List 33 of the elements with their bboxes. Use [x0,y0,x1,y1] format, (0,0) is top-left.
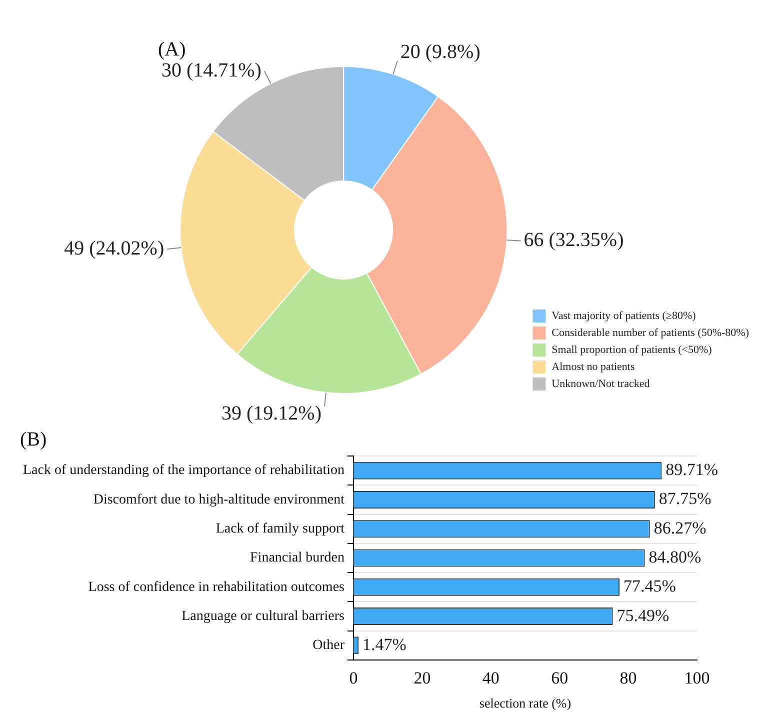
legend-label: Almost no patients [552,360,635,373]
legend-label: Unknown/Not tracked [552,378,650,390]
data-label: 84.80% [648,547,702,566]
data-label: 87.75% [658,489,712,508]
data-label: 39 (19.12%) [222,402,322,425]
x-tick-label: 20 [414,668,431,688]
y-tick-label: Language or cultural barriers [182,608,344,624]
y-tick-label: Discomfort due to high-altitude environment [93,492,345,508]
y-tick-label: Financial burden [250,550,344,566]
x-tick-label: 40 [482,668,500,688]
y-tick-label: Lack of understanding of the importance of rehabilitation [22,463,344,478]
data-label: 1.47% [362,634,406,654]
data-label: 86.27% [654,518,706,538]
x-tick-label: 100 [684,668,710,688]
y-tick-label: Other [312,638,345,654]
data-label: 49 (24.02%) [64,237,164,260]
data-label: 89.71% [666,460,718,480]
legend-label: Small proportion of patients (<50%) [552,344,712,356]
data-label: 75.49% [616,606,670,625]
data-label: 20 (9.8%) [400,41,480,64]
x-tick-label: 80 [620,668,637,688]
legend-label: Considerable number of patients (50%-80%) [552,326,750,339]
y-tick-label: Loss of confidence in rehabilitation outcomes [88,580,344,595]
x-axis-title: selection rate (%) [479,696,572,711]
text: (B) [20,428,47,450]
x-tick-label: 0 [349,668,358,688]
chart-title: (A) [158,38,186,60]
y-tick-label: Lack of family support [216,522,345,537]
data-label: 77.45% [624,576,676,596]
data-label: 66 (32.35%) [524,229,624,252]
data-label: 30 (14.71%) [161,59,262,82]
legend-label: Vast majority of patients (≥80%) [552,310,696,322]
x-tick-label: 60 [551,668,568,688]
